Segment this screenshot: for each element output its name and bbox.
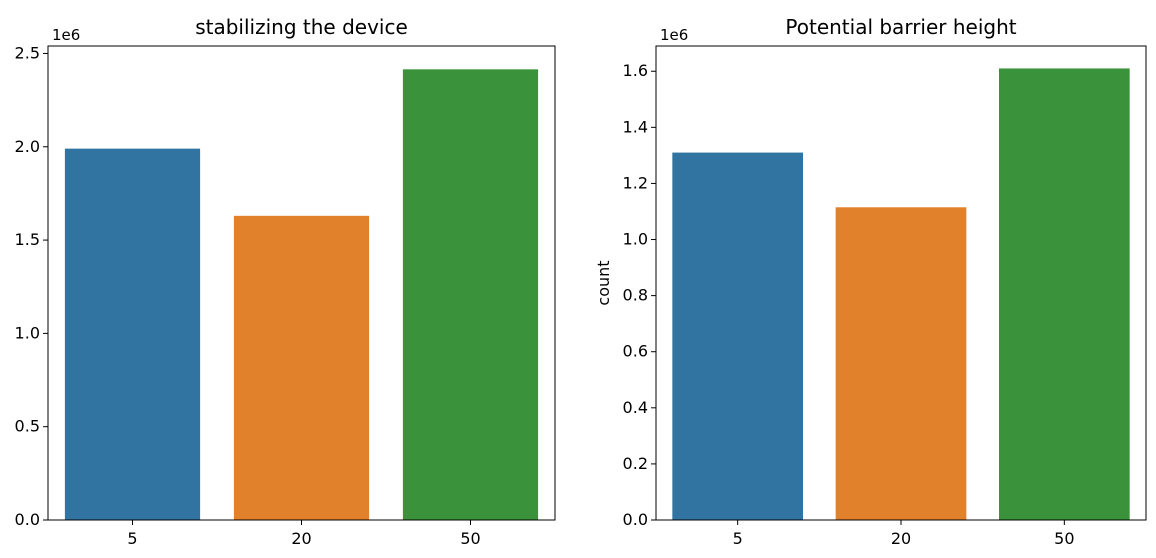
x-tick-label: 5 <box>127 529 137 548</box>
chart-panel-potential-barrier-height: Potential barrier height 1e6 count 0.0 0.… <box>594 15 1147 548</box>
x-tick-label: 50 <box>460 529 480 548</box>
y-tick-label: 1.2 <box>623 173 648 192</box>
y-offset-text: 1e6 <box>52 26 80 44</box>
x-tick-label: 20 <box>291 529 311 548</box>
y-tick-label: 1.4 <box>623 117 648 136</box>
bar-5 <box>672 152 803 520</box>
bar-20 <box>233 215 370 520</box>
chart-title: Potential barrier height <box>785 15 1016 39</box>
y-tick-label: 0.8 <box>623 286 648 305</box>
bar-5 <box>64 148 201 520</box>
y-tick-label: 0.0 <box>15 510 40 529</box>
y-offset-text: 1e6 <box>660 26 688 44</box>
y-tick-label: 2.0 <box>15 137 40 156</box>
chart-panel-stabilizing-the-device: stabilizing the device 1e6 0.0 0.5 1.0 1.5 2… <box>15 15 556 548</box>
chart-title: stabilizing the device <box>195 15 408 39</box>
y-tick-label: 0.6 <box>623 342 648 361</box>
y-tick-label: 1.5 <box>15 230 40 249</box>
y-tick-label: 1.6 <box>623 61 648 80</box>
y-tick-label: 0.2 <box>623 454 648 473</box>
bar-50 <box>402 69 539 520</box>
y-tick-label: 1.0 <box>623 230 648 249</box>
y-tick-label: 2.5 <box>15 43 40 62</box>
y-tick-label: 1.0 <box>15 323 40 342</box>
y-tick-label: 0.5 <box>15 417 40 436</box>
y-tick-label: 0.4 <box>623 398 648 417</box>
y-axis-label: count <box>594 260 613 305</box>
bar-20 <box>835 207 967 520</box>
x-tick-label: 20 <box>891 529 911 548</box>
y-tick-label: 0.0 <box>623 510 648 529</box>
x-tick-label: 5 <box>733 529 743 548</box>
x-tick-label: 50 <box>1054 529 1074 548</box>
bar-50 <box>999 68 1130 520</box>
